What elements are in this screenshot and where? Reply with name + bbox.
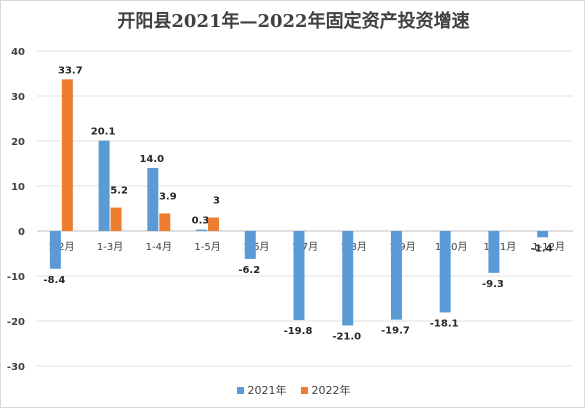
data-label-2021: -1.4: [531, 243, 553, 254]
chart-title: 开阳县2021年—2022年固定资产投资增速: [117, 11, 470, 32]
bar-2021: [196, 229, 208, 231]
chart-legend: 2021年 2022年: [1, 382, 585, 398]
bar-2022: [110, 207, 122, 231]
bar-2021: [147, 168, 159, 231]
x-category-label: 1-3月: [97, 241, 123, 253]
data-label-2022: 3.9: [159, 191, 177, 202]
y-tick-label: -30: [7, 362, 25, 373]
x-category-label: 1-12月: [532, 241, 565, 253]
y-tick-label: -10: [7, 272, 25, 283]
legend-item-2022: 2022年: [300, 382, 351, 398]
legend-label-2022: 2022年: [311, 384, 351, 397]
bar-2021: [488, 231, 500, 273]
data-label-2021: -21.0: [332, 332, 361, 343]
y-tick-label: 30: [11, 92, 25, 103]
legend-swatch-2022: [300, 386, 308, 394]
data-label-2022: 33.7: [58, 65, 83, 76]
bar-2021: [537, 231, 549, 238]
data-label-2022: 5.2: [110, 186, 128, 197]
bar-2021: [49, 231, 61, 269]
legend-swatch-2021: [236, 386, 244, 394]
y-tick-label: 20: [11, 137, 25, 148]
data-label-2021: 0.3: [192, 216, 210, 227]
data-label-2021: -9.3: [482, 279, 504, 290]
data-label-2021: 20.1: [91, 127, 116, 138]
y-tick-label: -20: [7, 317, 25, 328]
bar-2022: [61, 79, 73, 231]
y-tick-label: 40: [11, 47, 25, 58]
legend-label-2021: 2021年: [247, 384, 287, 397]
y-tick-label: 0: [18, 227, 25, 238]
bar-2021: [244, 231, 256, 259]
bar-2021: [342, 231, 354, 326]
bar-2022: [159, 213, 171, 231]
bar-2021: [293, 231, 305, 321]
data-label-2021: -19.8: [284, 326, 313, 337]
data-label-2021: 14.0: [139, 154, 164, 165]
legend-item-2021: 2021年: [236, 382, 287, 398]
bar-2021: [98, 140, 110, 231]
data-label-2021: -6.2: [238, 265, 260, 276]
data-label-2022: 3: [213, 196, 220, 207]
data-label-2021: -8.4: [43, 275, 65, 286]
x-category-label: 1-4月: [146, 241, 172, 253]
data-label-2021: -19.7: [381, 326, 410, 337]
data-label-2021: -18.1: [430, 318, 459, 329]
y-tick-label: 10: [11, 182, 25, 193]
bar-2022: [208, 217, 220, 231]
bar-2021: [439, 231, 451, 313]
bar-2021: [390, 231, 402, 320]
x-category-label: 1-5月: [194, 241, 220, 253]
